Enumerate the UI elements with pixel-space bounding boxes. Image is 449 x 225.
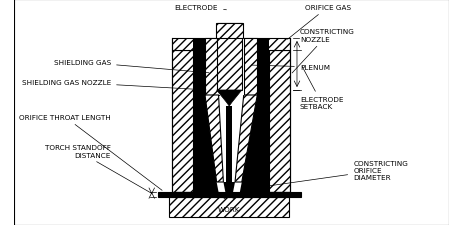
Text: CONSTRICTING
NOZZLE: CONSTRICTING NOZZLE	[292, 29, 355, 74]
Text: SHIELDING GAS NOZZLE: SHIELDING GAS NOZZLE	[22, 80, 206, 90]
Bar	[194, 39, 205, 192]
Bar	[172, 51, 194, 192]
Text: ORIFICE GAS: ORIFICE GAS	[287, 5, 351, 40]
Bar	[257, 39, 269, 192]
Bar	[158, 192, 301, 197]
Bar	[269, 51, 290, 192]
Text: PLENUM: PLENUM	[251, 65, 330, 71]
Text: SHIELDING GAS: SHIELDING GAS	[54, 60, 209, 73]
Bar	[216, 24, 242, 91]
Text: ORIFICE THROAT LENGTH: ORIFICE THROAT LENGTH	[19, 115, 162, 191]
Text: ELECTRODE
SETBACK: ELECTRODE SETBACK	[300, 67, 343, 110]
Polygon shape	[240, 96, 269, 192]
Bar	[219, 39, 244, 96]
Bar	[205, 39, 219, 96]
Bar	[244, 39, 257, 96]
Polygon shape	[224, 182, 235, 192]
Polygon shape	[205, 96, 224, 182]
Text: WORK: WORK	[218, 206, 241, 212]
Bar	[216, 24, 243, 39]
Text: ELECTRODE: ELECTRODE	[175, 5, 226, 11]
Bar	[226, 106, 232, 192]
Text: TORCH STANDOFF
DISTANCE: TORCH STANDOFF DISTANCE	[45, 145, 151, 193]
Bar	[169, 197, 289, 217]
Polygon shape	[194, 96, 219, 192]
Bar	[219, 39, 244, 96]
Bar	[172, 39, 290, 51]
Text: CONSTRICTING
ORIFICE
DIAMETER: CONSTRICTING ORIFICE DIAMETER	[242, 160, 408, 190]
Polygon shape	[235, 96, 257, 182]
Polygon shape	[216, 91, 242, 106]
